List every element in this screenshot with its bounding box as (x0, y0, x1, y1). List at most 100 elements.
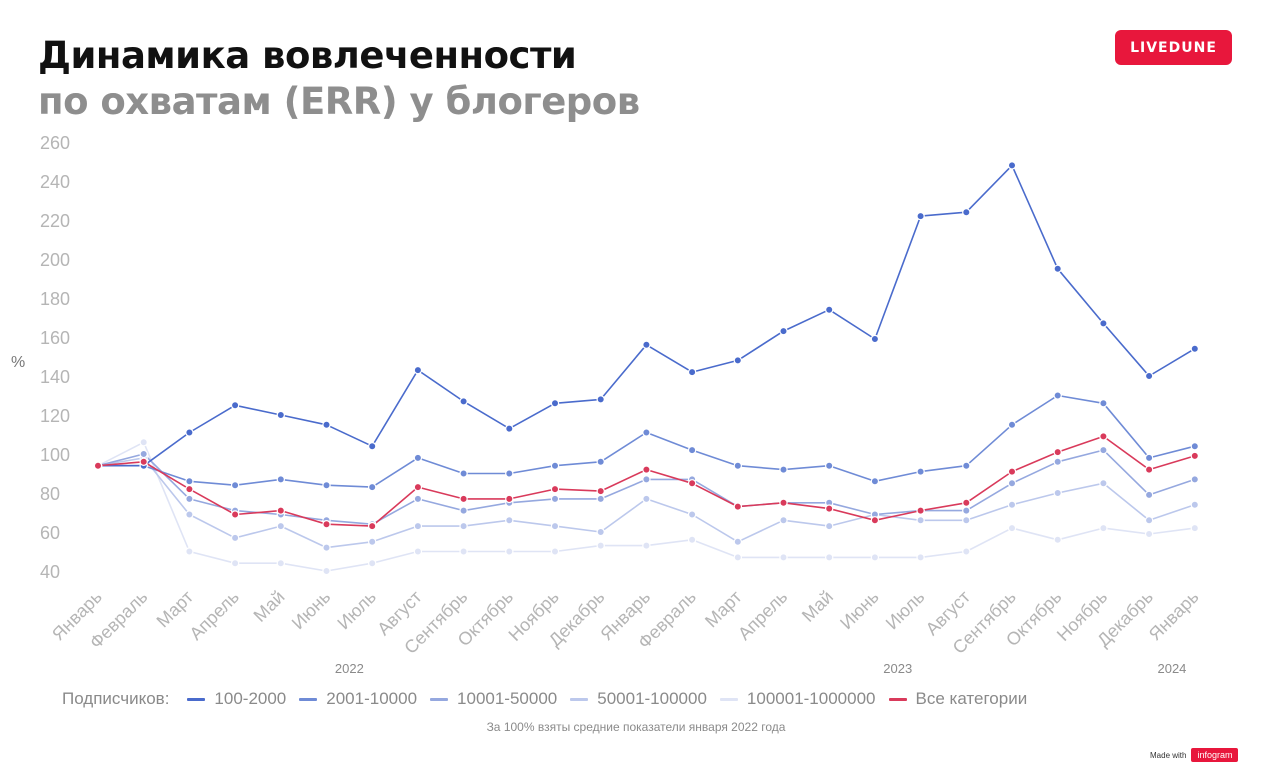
data-point[interactable] (322, 566, 331, 576)
data-point[interactable] (276, 559, 285, 568)
data-point[interactable] (779, 326, 788, 336)
data-point[interactable] (733, 537, 743, 547)
data-point[interactable] (230, 401, 240, 410)
data-point[interactable] (322, 420, 331, 429)
data-point[interactable] (413, 482, 423, 492)
data-point[interactable] (687, 367, 697, 377)
data-point[interactable] (322, 481, 331, 490)
data-point[interactable] (825, 504, 834, 513)
data-point[interactable] (1099, 319, 1108, 328)
data-point[interactable] (870, 516, 880, 525)
data-point[interactable] (550, 399, 560, 408)
data-point[interactable] (276, 410, 285, 420)
data-point[interactable] (596, 494, 605, 504)
data-point[interactable] (1190, 344, 1200, 353)
data-point[interactable] (642, 465, 651, 474)
data-point[interactable] (230, 510, 240, 519)
data-point[interactable] (916, 553, 925, 562)
data-point[interactable] (733, 356, 743, 365)
data-point[interactable] (139, 457, 148, 466)
livedune-logo[interactable]: LIVEDUNE (1115, 30, 1232, 65)
data-point[interactable] (870, 553, 880, 562)
data-point[interactable] (413, 365, 423, 375)
data-point[interactable] (505, 469, 514, 478)
data-point[interactable] (185, 477, 194, 486)
data-point[interactable] (1190, 523, 1200, 533)
data-point[interactable] (1053, 391, 1062, 400)
data-point[interactable] (825, 553, 834, 562)
data-point[interactable] (916, 467, 925, 476)
data-point[interactable] (1190, 475, 1200, 484)
data-point[interactable] (1053, 447, 1062, 457)
data-point[interactable] (1007, 467, 1017, 476)
data-point[interactable] (322, 543, 331, 552)
data-point[interactable] (459, 506, 468, 515)
data-point[interactable] (687, 510, 697, 519)
data-point[interactable] (276, 506, 285, 515)
data-point[interactable] (916, 211, 925, 221)
data-point[interactable] (185, 547, 194, 556)
data-point[interactable] (93, 461, 103, 470)
data-point[interactable] (779, 498, 788, 507)
data-point[interactable] (505, 516, 514, 525)
data-point[interactable] (550, 521, 560, 531)
data-point[interactable] (459, 494, 468, 504)
data-point[interactable] (596, 527, 605, 537)
data-point[interactable] (962, 516, 971, 525)
data-point[interactable] (962, 207, 971, 217)
data-point[interactable] (459, 547, 468, 556)
data-point[interactable] (413, 494, 423, 504)
data-point[interactable] (413, 521, 423, 531)
data-point[interactable] (276, 521, 285, 531)
data-point[interactable] (550, 547, 560, 556)
legend-item-2001-10000[interactable]: 2001-10000 (299, 689, 417, 709)
data-point[interactable] (870, 334, 880, 344)
data-point[interactable] (1053, 264, 1062, 273)
data-point[interactable] (687, 445, 697, 455)
data-point[interactable] (733, 461, 743, 470)
made-with-infogram[interactable]: Made with infogram (1150, 748, 1239, 762)
data-point[interactable] (368, 537, 377, 547)
data-point[interactable] (1007, 523, 1017, 533)
legend-item-all-categories[interactable]: Все категории (888, 689, 1027, 709)
data-point[interactable] (459, 397, 468, 406)
data-point[interactable] (1144, 465, 1154, 474)
data-point[interactable] (596, 541, 605, 550)
data-point[interactable] (733, 553, 743, 562)
data-point[interactable] (779, 553, 788, 562)
data-point[interactable] (185, 510, 194, 519)
data-point[interactable] (962, 547, 971, 556)
data-point[interactable] (322, 520, 331, 529)
data-point[interactable] (1144, 371, 1154, 381)
data-point[interactable] (1099, 479, 1108, 488)
data-point[interactable] (1053, 457, 1062, 466)
data-point[interactable] (1099, 432, 1108, 441)
data-point[interactable] (962, 506, 971, 515)
legend-item-100001-1000000[interactable]: 100001-1000000 (719, 689, 876, 709)
data-point[interactable] (1144, 490, 1154, 500)
data-point[interactable] (916, 506, 925, 515)
data-point[interactable] (550, 484, 560, 494)
data-point[interactable] (687, 535, 697, 545)
data-point[interactable] (185, 494, 194, 504)
data-point[interactable] (230, 481, 240, 490)
data-point[interactable] (368, 442, 377, 451)
data-point[interactable] (368, 521, 377, 531)
data-point[interactable] (505, 494, 514, 504)
data-point[interactable] (1007, 479, 1017, 488)
data-point[interactable] (642, 541, 651, 550)
data-point[interactable] (1099, 399, 1108, 408)
data-point[interactable] (870, 477, 880, 486)
data-point[interactable] (505, 424, 514, 433)
data-point[interactable] (1144, 516, 1154, 525)
data-point[interactable] (139, 438, 148, 447)
data-point[interactable] (1099, 523, 1108, 533)
data-point[interactable] (1007, 500, 1017, 509)
data-point[interactable] (1053, 535, 1062, 545)
data-point[interactable] (642, 475, 651, 484)
data-point[interactable] (459, 469, 468, 478)
data-point[interactable] (1007, 161, 1017, 170)
legend-item-10001-50000[interactable]: 10001-50000 (430, 689, 557, 709)
data-point[interactable] (642, 428, 651, 437)
data-point[interactable] (779, 516, 788, 525)
